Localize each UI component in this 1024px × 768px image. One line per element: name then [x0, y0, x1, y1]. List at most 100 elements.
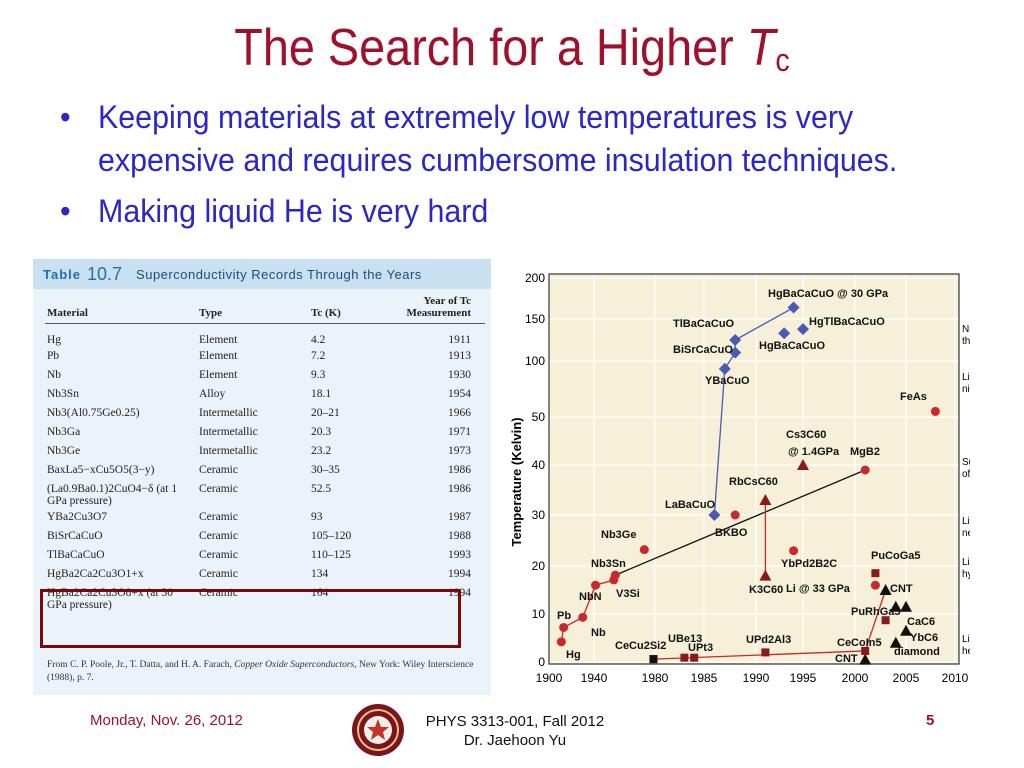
cell-material: YBa2Cu3O7	[47, 511, 108, 523]
point-label: K3C60	[749, 584, 783, 596]
cell-year: 1986	[448, 483, 471, 495]
table-name: Superconductivity Records Through the Ye…	[136, 266, 422, 282]
trend-line-cecoin	[864, 589, 887, 652]
cell-material: BaxLa5−xCu5O5(3−y)	[47, 464, 155, 476]
data-point-circle	[559, 622, 569, 632]
point-label: Nb3Ge	[601, 529, 636, 541]
x-tick-label: 1900	[536, 671, 563, 685]
cell-year: 1971	[448, 426, 471, 438]
cell-type: Alloy	[199, 388, 226, 400]
col-header-material: Material	[45, 293, 197, 324]
point-label: HgTlBaCaCuO	[809, 316, 885, 328]
cell-year: 1913	[448, 350, 471, 362]
cell-year: 1994	[448, 568, 471, 580]
footer-course: PHYS 3313-001, Fall 2012 Dr. Jaehoon Yu	[400, 712, 630, 750]
point-label: diamond	[894, 646, 940, 658]
data-point-diamond	[729, 334, 742, 346]
reference-label: Liquid	[962, 634, 970, 645]
data-point-diamond	[729, 346, 742, 359]
table-source: From C. P. Poole, Jr., T. Datta, and H. …	[47, 660, 474, 683]
reference-label: the Moon	[962, 336, 970, 347]
instructor-name: Dr. Jaehoon Yu	[463, 732, 567, 749]
point-label: Cs3C60	[786, 429, 826, 441]
table-row: Nb3Sn Alloy 18.1 1954	[45, 386, 485, 405]
col-header-year: Year of Tc Measurement	[379, 293, 485, 324]
data-point-circle	[556, 637, 566, 647]
data-point-circle	[930, 406, 940, 416]
data-point-triangle	[859, 653, 872, 665]
reference-label: Liquid	[962, 516, 970, 527]
data-point-square	[861, 646, 870, 655]
university-seal-icon	[352, 704, 404, 756]
point-label: BKBO	[715, 527, 748, 539]
point-label: Pb	[557, 610, 571, 622]
table-row: (La0.9Ba0.1)2CuO4−δ (at 1 GPa pressure) C…	[45, 481, 485, 509]
bullet-list: Keeping materials at extremely low tempe…	[60, 96, 990, 241]
cell-type: Ceramic	[199, 483, 238, 495]
cell-tc: 20.3	[311, 426, 332, 438]
point-label: YbC6	[910, 632, 938, 644]
cell-type: Element	[199, 369, 238, 381]
cell-tc: 105–120	[311, 530, 352, 542]
y-tick-label: 40	[532, 458, 546, 472]
table-row: HgBa2Ca2Cu3O1+x Ceramic 134 1994	[45, 566, 485, 585]
data-point-triangle	[797, 459, 809, 470]
table-label: Table	[43, 266, 81, 282]
cell-year: 1966	[448, 407, 471, 419]
data-point-triangle	[889, 600, 902, 612]
data-point-circle	[789, 546, 799, 556]
cell-material: HgBa2Ca2Cu3O1+x	[47, 568, 144, 580]
point-label: UPd2Al3	[746, 634, 791, 646]
data-point-diamond	[708, 509, 721, 521]
point-label: HgBaCaCuO	[759, 340, 825, 352]
records-table: Material Type Tc (K) Year of Tc Measurem…	[45, 293, 485, 613]
y-axis-label: Temperature (Kelvin)	[509, 417, 524, 546]
cell-type: Intermetallic	[199, 407, 258, 419]
trend-line-heavy-fermion	[653, 650, 866, 660]
data-point-circle	[730, 510, 740, 520]
cell-tc: 7.2	[311, 350, 326, 362]
data-point-square	[761, 648, 770, 657]
reference-label: Liquid	[962, 372, 970, 383]
cell-tc: 30–35	[311, 464, 340, 476]
x-tick-label: 1995	[790, 671, 817, 685]
table-number: 10.7	[87, 263, 123, 284]
cell-material: Nb3Ge	[47, 445, 81, 457]
data-point-triangle	[889, 636, 902, 648]
point-label: V3Si	[616, 588, 640, 600]
cell-year: 1930	[448, 369, 471, 381]
point-label: RbCsC60	[729, 476, 778, 488]
point-label: CNT	[890, 583, 913, 595]
y-tick-label: 0	[538, 655, 545, 669]
cell-type: Ceramic	[199, 511, 238, 523]
point-label: YbPd2B2C	[781, 558, 837, 570]
bullet-item: Making liquid He is very hard	[60, 190, 944, 233]
x-tick-label: 2005	[893, 671, 920, 685]
data-point-circle	[610, 570, 620, 580]
cell-year: 1954	[448, 388, 471, 400]
superconductivity-table: Table 10.7 Superconductivity Records Thr…	[33, 259, 491, 695]
y-tick-label: 150	[525, 312, 545, 326]
point-label: UPt3	[688, 642, 713, 654]
data-point-diamond	[787, 301, 800, 314]
reference-label: Surface	[962, 457, 970, 468]
data-point-triangle	[759, 569, 772, 581]
point-label: Li @ 33 GPa	[786, 583, 851, 595]
cell-year: 1988	[448, 530, 471, 542]
point-label: HgBaCaCuO @ 30 GPa	[768, 288, 889, 300]
highlight-box	[40, 589, 461, 648]
x-tick-label: 2010	[942, 671, 969, 685]
reference-label: Night on	[962, 324, 970, 335]
point-label: Nb3Sn	[591, 558, 626, 570]
point-label: LaBaCuO	[665, 499, 716, 511]
data-point-square	[871, 569, 880, 578]
point-label: PuRhGa5	[851, 606, 901, 618]
data-point-diamond	[797, 323, 809, 336]
cell-type: Element	[199, 334, 238, 346]
cell-year: 1993	[448, 549, 471, 561]
bullet-item: Keeping materials at extremely low tempe…	[60, 96, 944, 182]
cell-tc: 110–125	[311, 549, 351, 561]
data-point-circle	[870, 580, 880, 590]
cell-tc: 134	[311, 568, 329, 580]
table-row: BiSrCaCuO Ceramic 105–120 1988	[45, 528, 485, 547]
